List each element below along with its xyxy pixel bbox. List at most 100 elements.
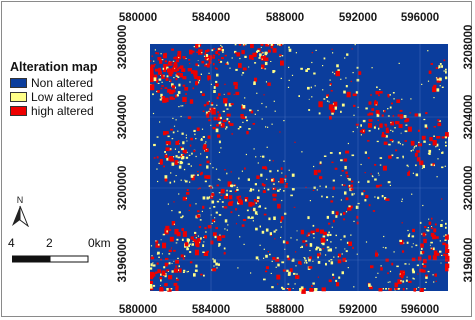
high-altered-pixel <box>252 202 255 206</box>
low-altered-pixel <box>374 178 377 181</box>
high-altered-pixel <box>397 279 402 285</box>
high-altered-pixel <box>197 76 201 81</box>
low-altered-pixel <box>157 82 160 84</box>
legend-item-non-altered: Non altered <box>10 76 98 90</box>
high-altered-pixel <box>368 204 371 207</box>
low-altered-pixel <box>189 181 191 183</box>
low-altered-pixel <box>221 48 224 52</box>
low-altered-pixel <box>205 141 207 143</box>
high-altered-pixel <box>215 83 219 87</box>
scattered-pixel <box>340 239 342 241</box>
high-altered-pixel <box>229 123 234 126</box>
low-altered-pixel <box>407 166 409 168</box>
high-altered-pixel <box>155 52 158 55</box>
scattered-pixel <box>433 281 435 283</box>
scattered-pixel <box>263 248 265 250</box>
low-altered-pixel <box>245 199 247 202</box>
high-altered-pixel <box>223 98 228 104</box>
high-altered-pixel <box>218 113 221 117</box>
low-altered-pixel <box>429 244 431 246</box>
low-altered-pixel <box>171 162 175 166</box>
scattered-pixel <box>432 274 434 276</box>
high-altered-pixel <box>169 70 174 75</box>
low-altered-pixel <box>425 275 428 279</box>
high-altered-pixel <box>161 96 166 100</box>
scattered-pixel <box>301 151 303 153</box>
low-altered-pixel <box>185 58 187 59</box>
low-altered-pixel <box>344 248 346 250</box>
scattered-pixel <box>411 193 413 195</box>
high-altered-pixel <box>442 242 446 246</box>
high-altered-pixel <box>217 134 221 138</box>
high-altered-pixel <box>227 181 232 187</box>
high-altered-pixel <box>417 129 420 132</box>
high-altered-pixel <box>210 240 214 245</box>
low-altered-pixel <box>288 46 290 48</box>
high-altered-pixel <box>262 190 266 193</box>
high-altered-pixel <box>433 228 437 233</box>
scattered-pixel <box>267 251 269 253</box>
high-altered-pixel <box>343 184 346 187</box>
low-altered-pixel <box>186 238 190 242</box>
low-altered-pixel <box>258 189 260 192</box>
low-altered-pixel <box>265 228 269 232</box>
low-altered-pixel <box>163 266 166 269</box>
low-altered-pixel <box>267 44 270 45</box>
low-altered-pixel <box>228 103 232 107</box>
scattered-pixel <box>156 90 158 93</box>
scattered-pixel <box>353 114 355 116</box>
high-altered-pixel <box>367 157 370 159</box>
low-altered-pixel <box>226 108 229 110</box>
y-tick-left-3200000: 3200000 <box>117 166 129 211</box>
high-altered-pixel <box>171 85 175 89</box>
low-altered-pixel <box>166 66 169 70</box>
low-altered-pixel <box>192 174 195 176</box>
high-altered-pixel <box>374 100 377 102</box>
low-altered-pixel <box>340 110 342 113</box>
low-altered-pixel <box>412 149 414 151</box>
high-altered-pixel <box>180 65 184 69</box>
high-altered-pixel <box>273 193 277 197</box>
low-altered-pixel <box>428 152 431 155</box>
low-altered-pixel <box>321 195 323 198</box>
low-altered-pixel <box>445 136 447 139</box>
scattered-pixel <box>295 265 297 267</box>
low-altered-pixel <box>247 216 250 219</box>
high-altered-pixel <box>266 44 270 47</box>
low-altered-pixel <box>355 205 359 209</box>
scattered-pixel <box>345 211 348 213</box>
low-altered-pixel <box>282 240 286 244</box>
low-altered-pixel <box>160 239 162 241</box>
low-altered-pixel <box>162 67 165 70</box>
x-tick-bottom-584000: 584000 <box>192 304 230 316</box>
low-altered-pixel <box>164 151 166 153</box>
scattered-pixel <box>441 219 443 222</box>
high-altered-pixel <box>378 288 383 292</box>
low-altered-pixel <box>291 259 295 262</box>
scattered-pixel <box>421 83 423 85</box>
low-altered-pixel <box>415 244 418 247</box>
scattered-pixel <box>375 276 377 278</box>
low-altered-pixel <box>218 245 220 247</box>
low-altered-pixel <box>346 53 349 56</box>
high-altered-pixel <box>216 184 219 187</box>
scattered-pixel <box>363 130 365 132</box>
high-altered-pixel <box>195 44 199 49</box>
low-altered-pixel <box>426 229 428 231</box>
low-altered-pixel <box>337 69 340 72</box>
low-altered-pixel <box>186 247 189 251</box>
low-altered-pixel <box>213 90 216 93</box>
high-altered-pixel <box>165 225 170 231</box>
high-altered-pixel <box>430 247 434 250</box>
high-altered-pixel <box>445 248 450 254</box>
low-altered-pixel <box>427 229 430 232</box>
low-altered-pixel <box>341 184 343 186</box>
scattered-pixel <box>427 227 429 229</box>
scattered-pixel <box>383 235 385 238</box>
scattered-pixel <box>350 80 352 82</box>
high-altered-pixel <box>196 214 201 218</box>
low-altered-pixel <box>436 78 439 81</box>
low-altered-pixel <box>398 288 401 289</box>
scattered-pixel <box>186 271 188 273</box>
